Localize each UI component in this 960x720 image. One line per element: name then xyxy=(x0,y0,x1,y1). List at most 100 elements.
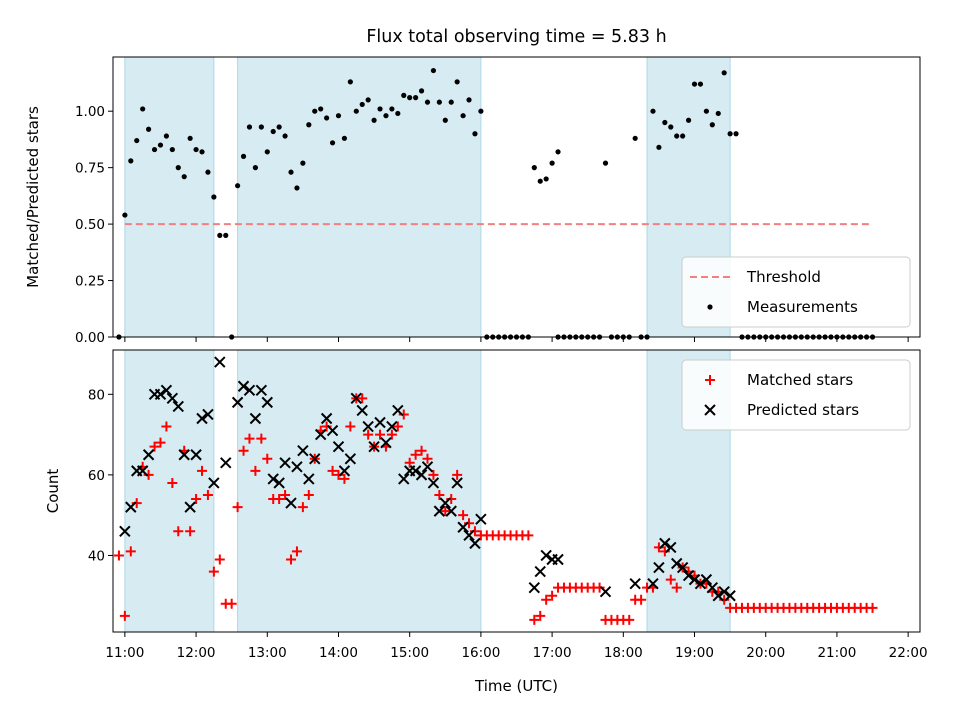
measurement-point xyxy=(282,133,288,139)
matched-star-point xyxy=(161,421,172,432)
measurement-point xyxy=(413,95,419,101)
measurement-point xyxy=(383,113,389,119)
bottom-y-tick-label: 40 xyxy=(88,548,105,564)
measurement-point xyxy=(407,95,413,101)
measurement-point xyxy=(312,108,318,114)
matched-star-point xyxy=(440,506,451,517)
measurement-point xyxy=(632,135,638,141)
predicted-star-point xyxy=(309,453,321,465)
bottom-axes-frame xyxy=(112,349,921,633)
matched-star-point xyxy=(143,469,154,480)
measurement-point xyxy=(715,110,721,117)
matched-star-point xyxy=(469,526,480,537)
predicted-star-point xyxy=(374,416,386,429)
measurement-point xyxy=(306,122,312,128)
matched-star-point xyxy=(303,490,314,501)
top-shaded-interval xyxy=(124,56,215,338)
top-panel-ratio: Flux total observing time = 5.83 h Match… xyxy=(24,27,921,346)
predicted-star-point xyxy=(350,392,362,405)
x-tick-label: 13:00 xyxy=(248,645,287,661)
measurement-point xyxy=(122,212,128,218)
predicted-star-point xyxy=(629,577,641,590)
predicted-star-point xyxy=(694,577,707,590)
predicted-star-point xyxy=(184,501,196,513)
bottom-y-tick-label: 60 xyxy=(88,468,105,484)
matched-star-point xyxy=(428,469,439,480)
measurement-point xyxy=(157,142,164,148)
predicted-star-point xyxy=(671,557,683,570)
predicted-star-point xyxy=(534,565,546,578)
matched-star-point xyxy=(250,465,261,476)
predicted-star-point xyxy=(356,404,368,417)
measurement-point xyxy=(217,232,223,238)
predicted-star-point xyxy=(178,449,190,461)
x-tick-label: 17:00 xyxy=(533,645,572,661)
matched-star-point xyxy=(197,465,208,476)
measurement-point xyxy=(377,106,383,112)
matched-star-point xyxy=(286,554,297,565)
bottom-plot-area: 40 60 80 11:00 12:00 13:00 14:00 15:00 16:00 17:0… xyxy=(88,349,928,661)
measurement-point xyxy=(329,140,336,146)
measurement-point xyxy=(181,174,187,180)
measurement-point xyxy=(656,144,662,150)
measurement-point xyxy=(466,97,472,103)
predicted-star-point xyxy=(688,573,701,586)
measurement-point xyxy=(205,169,211,175)
matched-star-point xyxy=(719,594,730,605)
bottom-y-tick-label: 80 xyxy=(88,387,105,403)
predicted-star-point xyxy=(172,400,184,413)
predicted-star-point xyxy=(433,505,446,517)
legend-predicted-swatch xyxy=(704,404,716,416)
measurement-point xyxy=(324,115,330,121)
legend-measurement-swatch xyxy=(707,304,713,310)
measurement-point xyxy=(371,117,377,123)
measurement-point xyxy=(288,169,294,175)
measurement-point xyxy=(258,124,264,130)
top-plot-area: 0.00 0.25 0.50 0.75 1.00 Threshold Measurement… xyxy=(75,56,921,346)
matched-star-point xyxy=(535,610,546,621)
matched-star-point xyxy=(363,429,374,440)
measurement-point xyxy=(430,67,437,74)
predicted-star-point xyxy=(320,412,333,425)
measurement-point xyxy=(733,131,739,137)
predicted-star-point xyxy=(243,384,256,396)
matched-star-point xyxy=(333,469,344,480)
x-tick-label: 11:00 xyxy=(105,645,144,661)
matched-star-point xyxy=(594,582,605,593)
measurement-point xyxy=(721,70,727,76)
predicted-star-point xyxy=(457,521,469,533)
matched-star-point xyxy=(659,546,670,557)
matched-star-point xyxy=(131,498,142,509)
predicted-star-point xyxy=(261,396,273,409)
measurement-point xyxy=(454,79,460,85)
predicted-star-point xyxy=(421,461,434,473)
matched-star-point xyxy=(125,546,136,557)
predicted-star-point xyxy=(368,440,380,453)
bottom-y-axis-title: Count xyxy=(44,469,62,514)
measurement-point xyxy=(650,108,656,114)
x-tick-label: 12:00 xyxy=(177,645,216,661)
predicted-star-point xyxy=(190,449,202,461)
predicted-star-point xyxy=(255,384,268,396)
measurement-point xyxy=(685,117,692,123)
bottom-shaded-interval xyxy=(237,349,482,633)
x-tick-label: 21:00 xyxy=(817,645,856,661)
top-y-tick-label: 0.25 xyxy=(75,274,105,290)
measurement-point xyxy=(318,106,324,112)
matched-star-point xyxy=(398,409,409,420)
matched-star-point xyxy=(446,494,457,505)
x-tick-label: 16:00 xyxy=(461,645,500,661)
measurement-point xyxy=(223,232,229,238)
measurement-point xyxy=(199,149,205,155)
predicted-star-point xyxy=(136,465,149,477)
predicted-star-point xyxy=(326,424,339,437)
measurement-point xyxy=(294,185,300,191)
matched-star-point xyxy=(392,421,403,432)
matched-star-point xyxy=(244,433,255,444)
matched-star-point xyxy=(523,530,534,541)
measurement-point xyxy=(264,149,270,155)
predicted-star-point xyxy=(125,501,137,513)
predicted-star-point xyxy=(469,537,481,550)
matched-star-point xyxy=(404,457,415,468)
predicted-star-point xyxy=(700,573,713,586)
